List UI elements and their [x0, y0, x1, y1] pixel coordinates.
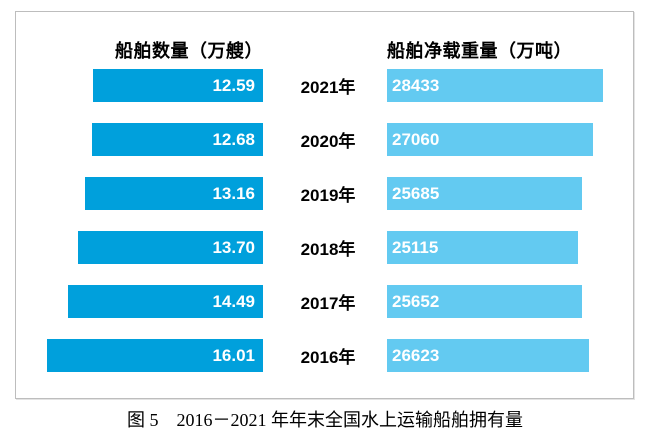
ships-count-bar: 13.70 [78, 231, 263, 264]
deadweight-value: 25685 [392, 183, 440, 203]
figure-caption: 图 5 2016－2021 年年末全国水上运输船舶拥有量 [127, 410, 523, 430]
deadweight-value: 26623 [392, 345, 440, 365]
year-label: 2020年 [300, 132, 356, 151]
ships-count-bar: 14.49 [68, 285, 263, 318]
ships-count-value: 13.16 [212, 183, 255, 203]
deadweight-bar: 25685 [387, 177, 582, 210]
year-label: 2019年 [300, 186, 356, 205]
ships-count-value: 12.68 [212, 129, 255, 149]
ships-count-value: 12.59 [212, 75, 255, 95]
deadweight-value: 25115 [392, 237, 439, 257]
chart-frame: 船舶数量（万艘） 船舶净载重量（万吨） 12.59 2021年 28433 12.68… [15, 11, 634, 399]
ships-count-bar: 12.59 [93, 69, 263, 102]
deadweight-bar: 26623 [387, 339, 589, 372]
deadweight-bar: 28433 [387, 69, 603, 102]
year-label: 2021年 [300, 78, 356, 97]
ships-count-value: 14.49 [212, 291, 255, 311]
deadweight-value: 28433 [392, 75, 440, 95]
deadweight-bar: 25115 [387, 231, 578, 264]
right-column-header: 船舶净载重量（万吨） [387, 41, 572, 61]
ships-count-bar: 12.68 [92, 123, 263, 156]
ships-count-value: 13.70 [212, 237, 255, 257]
deadweight-bar: 25652 [387, 285, 582, 318]
deadweight-bar: 27060 [387, 123, 593, 156]
year-label: 2017年 [300, 294, 356, 313]
deadweight-value: 25652 [392, 291, 440, 311]
ships-count-bar: 16.01 [47, 339, 263, 372]
left-column-header: 船舶数量（万艘） [115, 41, 263, 61]
year-label: 2018年 [300, 240, 356, 259]
ships-count-value: 16.01 [212, 345, 255, 365]
year-label: 2016年 [300, 348, 356, 367]
deadweight-value: 27060 [392, 129, 440, 149]
ships-count-bar: 13.16 [85, 177, 263, 210]
